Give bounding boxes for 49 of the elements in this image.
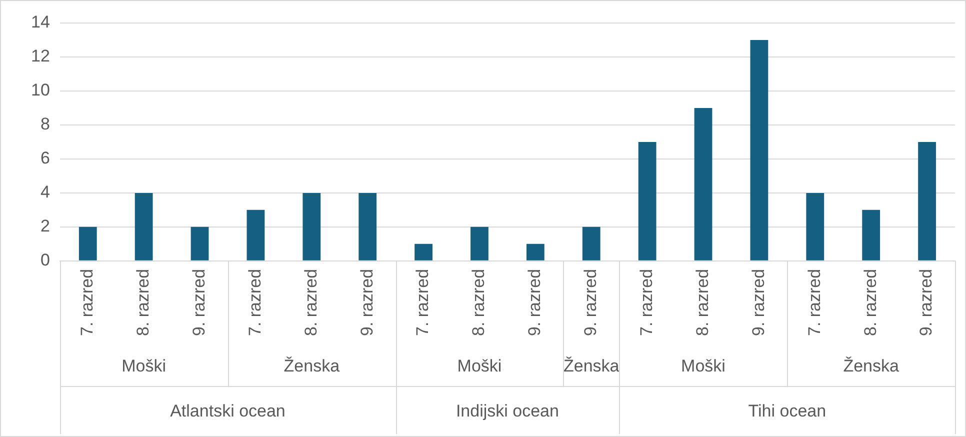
text: Moški	[122, 356, 166, 376]
text: Moški	[681, 356, 726, 376]
x-tick-label: 9. razred	[189, 268, 208, 336]
y-tick-label: 12	[30, 46, 50, 66]
x-tick-label: 9. razred	[525, 268, 544, 336]
bar	[750, 40, 768, 260]
bar	[918, 142, 936, 260]
text: Ženska	[284, 356, 340, 376]
bar	[78, 226, 97, 260]
x-tick-label: 7. razred	[637, 268, 656, 336]
x-tick-label: 7. razred	[804, 268, 824, 336]
x-tick-label: 9. razred	[357, 268, 376, 336]
y-tick-label: 6	[40, 148, 50, 168]
x-tick-label: 9. razred	[916, 268, 936, 336]
bar	[358, 192, 377, 260]
bar	[190, 226, 209, 260]
text: Tihi ocean	[748, 402, 826, 421]
x-tick-label: 9. razred	[581, 268, 600, 336]
bar	[414, 244, 432, 260]
y-tick-label: 10	[30, 80, 50, 100]
x-tick-label: 8. razred	[469, 268, 488, 336]
x-tick-label: 7. razred	[413, 268, 432, 336]
x-tick-label: 9. razred	[748, 268, 768, 336]
y-tick-label: 2	[40, 216, 50, 236]
bar	[806, 192, 824, 260]
bar	[582, 226, 600, 260]
text: Ženska	[843, 356, 900, 376]
bar	[246, 210, 265, 260]
y-tick-label: 8	[40, 114, 50, 134]
x-tick-label: 7. razred	[245, 268, 264, 336]
text: Moški	[457, 356, 502, 376]
bar	[638, 142, 656, 260]
y-tick-label: 0	[40, 250, 50, 270]
bar	[470, 226, 488, 260]
bar	[134, 192, 153, 260]
x-tick-label: 8. razred	[692, 268, 712, 336]
x-tick-label: 8. razred	[301, 268, 320, 336]
bar	[694, 108, 712, 260]
bar	[302, 192, 321, 260]
y-tick-label: 14	[30, 12, 50, 32]
bar	[526, 244, 544, 260]
bar	[862, 210, 880, 260]
x-tick-label: 8. razred	[134, 268, 153, 336]
x-tick-label: 8. razred	[860, 268, 880, 336]
x-tick-label: 7. razred	[78, 268, 97, 336]
y-tick-label: 4	[40, 182, 50, 202]
text: Indijski ocean	[456, 402, 559, 421]
text: Atlantski ocean	[170, 402, 286, 421]
text: Ženska	[563, 356, 620, 376]
